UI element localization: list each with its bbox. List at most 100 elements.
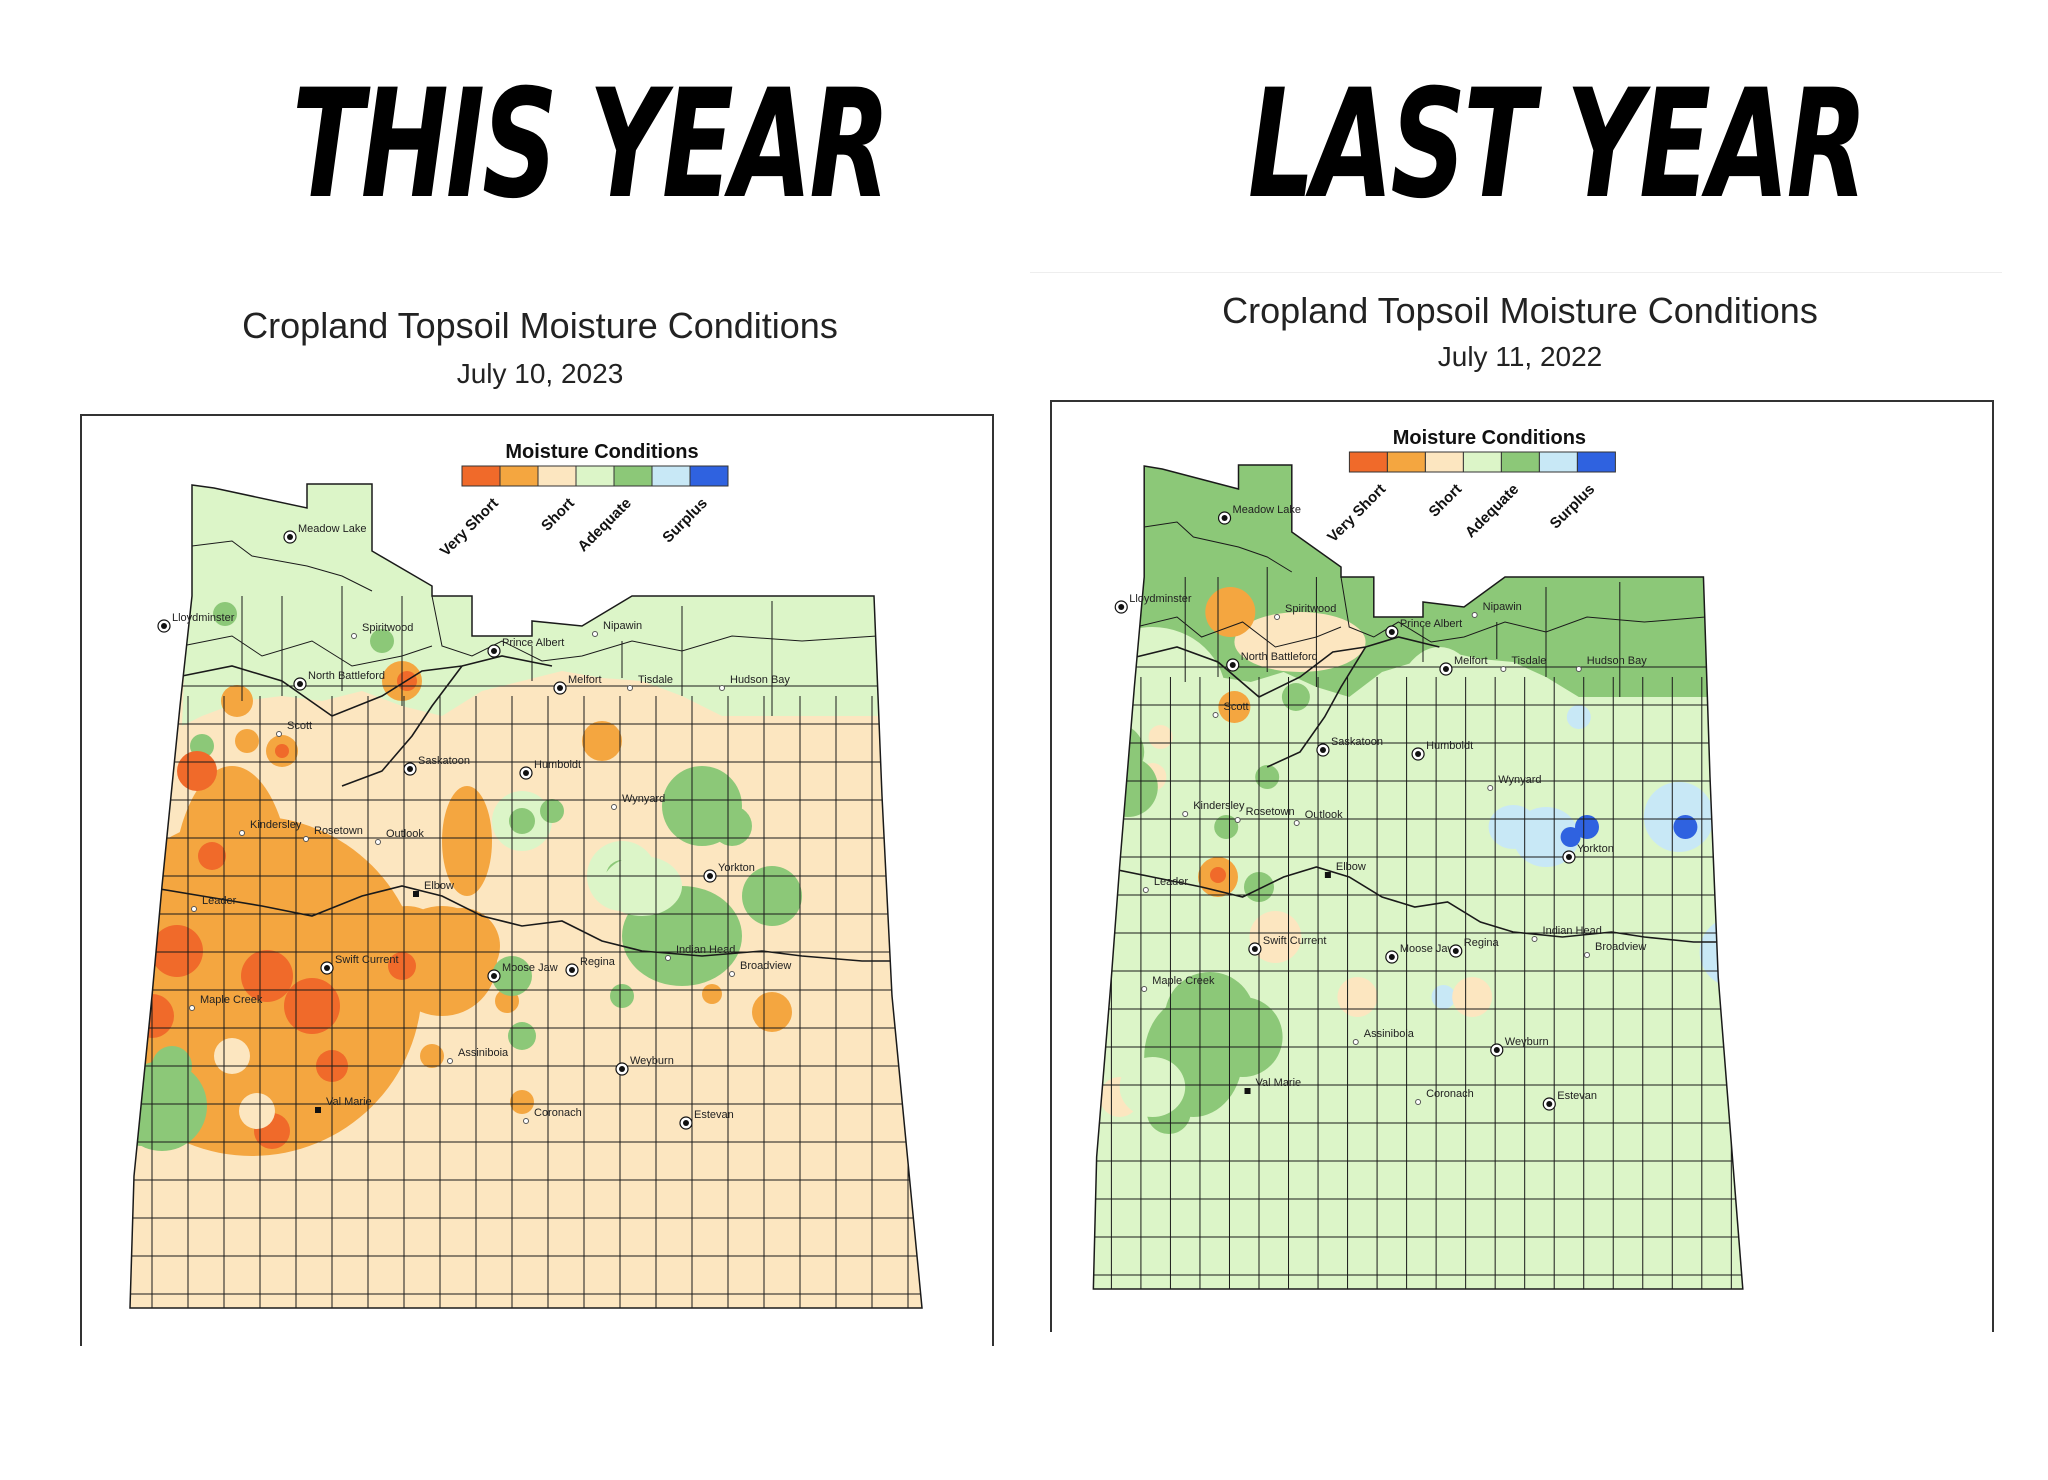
town-rosetown: Rosetown [1234,806,1295,823]
town-marker [1182,811,1189,817]
moisture-patch [370,629,394,653]
town-elbow: Elbow [413,880,454,897]
town-label: Saskatoon [1331,736,1383,748]
town-humboldt: Humboldt [519,759,581,780]
town-marker [1141,986,1148,992]
boundary-line [1144,521,1293,573]
town-marker-core [287,534,293,540]
town-label: Coronach [534,1107,582,1119]
town-label: Spiritwood [1285,603,1336,615]
town-marker [1352,1039,1359,1045]
town-scott: Scott [276,720,312,737]
town-north-battleford: North Battleford [293,670,385,691]
moisture-patch [1673,815,1698,839]
moisture-patch [752,992,792,1032]
town-marker [1234,817,1241,823]
town-marker [413,891,419,897]
town-label: Broadview [1595,941,1646,953]
town-marker-core [297,681,303,687]
town-marker [665,955,671,961]
town-coronach: Coronach [1415,1088,1474,1105]
map-panel-2022: Meadow Lake Lloydminster Spiritwood Prince … [1050,400,1994,1332]
moisture-patch [602,856,682,916]
town-marker-core [569,967,575,973]
moisture-patch [508,1022,536,1050]
moisture-patch [1148,725,1173,749]
town-marker-core [1118,604,1125,610]
town-label: North Battleford [1241,651,1318,663]
town-marker-core [1388,954,1395,960]
moisture-patch [1164,972,1255,1062]
headline-last-year: LAST YEAR [1248,58,1867,232]
town-marker-core [1546,1101,1553,1107]
town-label: Yorkton [1577,843,1614,855]
town-regina: Regina [1449,937,1500,958]
town-scott: Scott [1212,701,1249,718]
town-label: Assiniboia [1364,1028,1415,1040]
legend-label: Surplus [659,495,711,547]
boundary-line [431,595,878,662]
town-wynyard: Wynyard [611,793,665,810]
moisture-patch [1699,917,1743,987]
moisture-patch [275,744,289,758]
town-tisdale: Tisdale [627,674,673,691]
town-marker [1471,612,1478,618]
town-marker-core [161,623,167,629]
town-label: Regina [580,956,616,968]
town-label: Estevan [1557,1090,1597,1102]
legend-label: Surplus [1547,481,1599,533]
town-marker-core [1319,747,1326,753]
town-marker [1324,872,1331,878]
legend-swatch [1538,451,1578,473]
town-marker-core [1452,948,1459,954]
town-label: Outlook [1305,809,1343,821]
legend-swatch [1576,451,1616,473]
town-label: Melfort [1454,655,1488,667]
town-marker [276,731,282,737]
legend-swatch [613,465,653,487]
town-broadview: Broadview [1584,941,1646,958]
town-leader: Leader [1142,876,1188,893]
town-marker-core [707,873,713,879]
legend-label: Adequate [574,495,634,555]
moisture-patch [742,866,802,926]
river-line [1103,866,1743,943]
town-marker [592,631,598,637]
town-marker [1212,712,1219,718]
moisture-patch [424,908,500,984]
legend-swatch [461,465,501,487]
river-line [1266,646,1367,768]
town-marker [523,1118,529,1124]
moisture-patch [702,984,722,1004]
town-label: Hudson Bay [730,674,790,686]
town-label: Swift Current [335,954,399,966]
town-label: Elbow [424,880,454,892]
boundary-line [1340,576,1706,643]
town-label: Meadow Lake [298,523,367,535]
town-val-marie: Val Marie [1244,1077,1301,1094]
town-label: Yorkton [718,862,755,874]
legend-swatch [537,465,577,487]
map-date-2022: July 11, 2022 [1437,341,1603,372]
town-label: Estevan [694,1109,734,1121]
town-marker [191,906,197,912]
town-marker [1274,614,1281,620]
moisture-patch [1566,705,1591,729]
moisture-patch [1452,977,1493,1017]
moisture-patch [138,782,166,810]
town-outlook: Outlook [375,828,424,845]
town-marker-core [1442,666,1449,672]
town-leader: Leader [191,895,237,912]
legend-swatch [499,465,539,487]
moisture-patch [138,732,166,760]
town-indian-head: Indian Head [665,944,735,961]
town-label: Lloydminster [1129,593,1192,605]
town-label: Leader [202,895,237,907]
boundary-line [191,540,373,592]
legend: Moisture Conditions Very Short ShortAdequa… [437,441,729,560]
moisture-patch [235,729,259,753]
town-label: Prince Albert [1400,618,1462,630]
town-marker [729,971,735,977]
province-outline [1092,464,1744,1290]
town-label: Moose Jaw [1400,943,1456,955]
